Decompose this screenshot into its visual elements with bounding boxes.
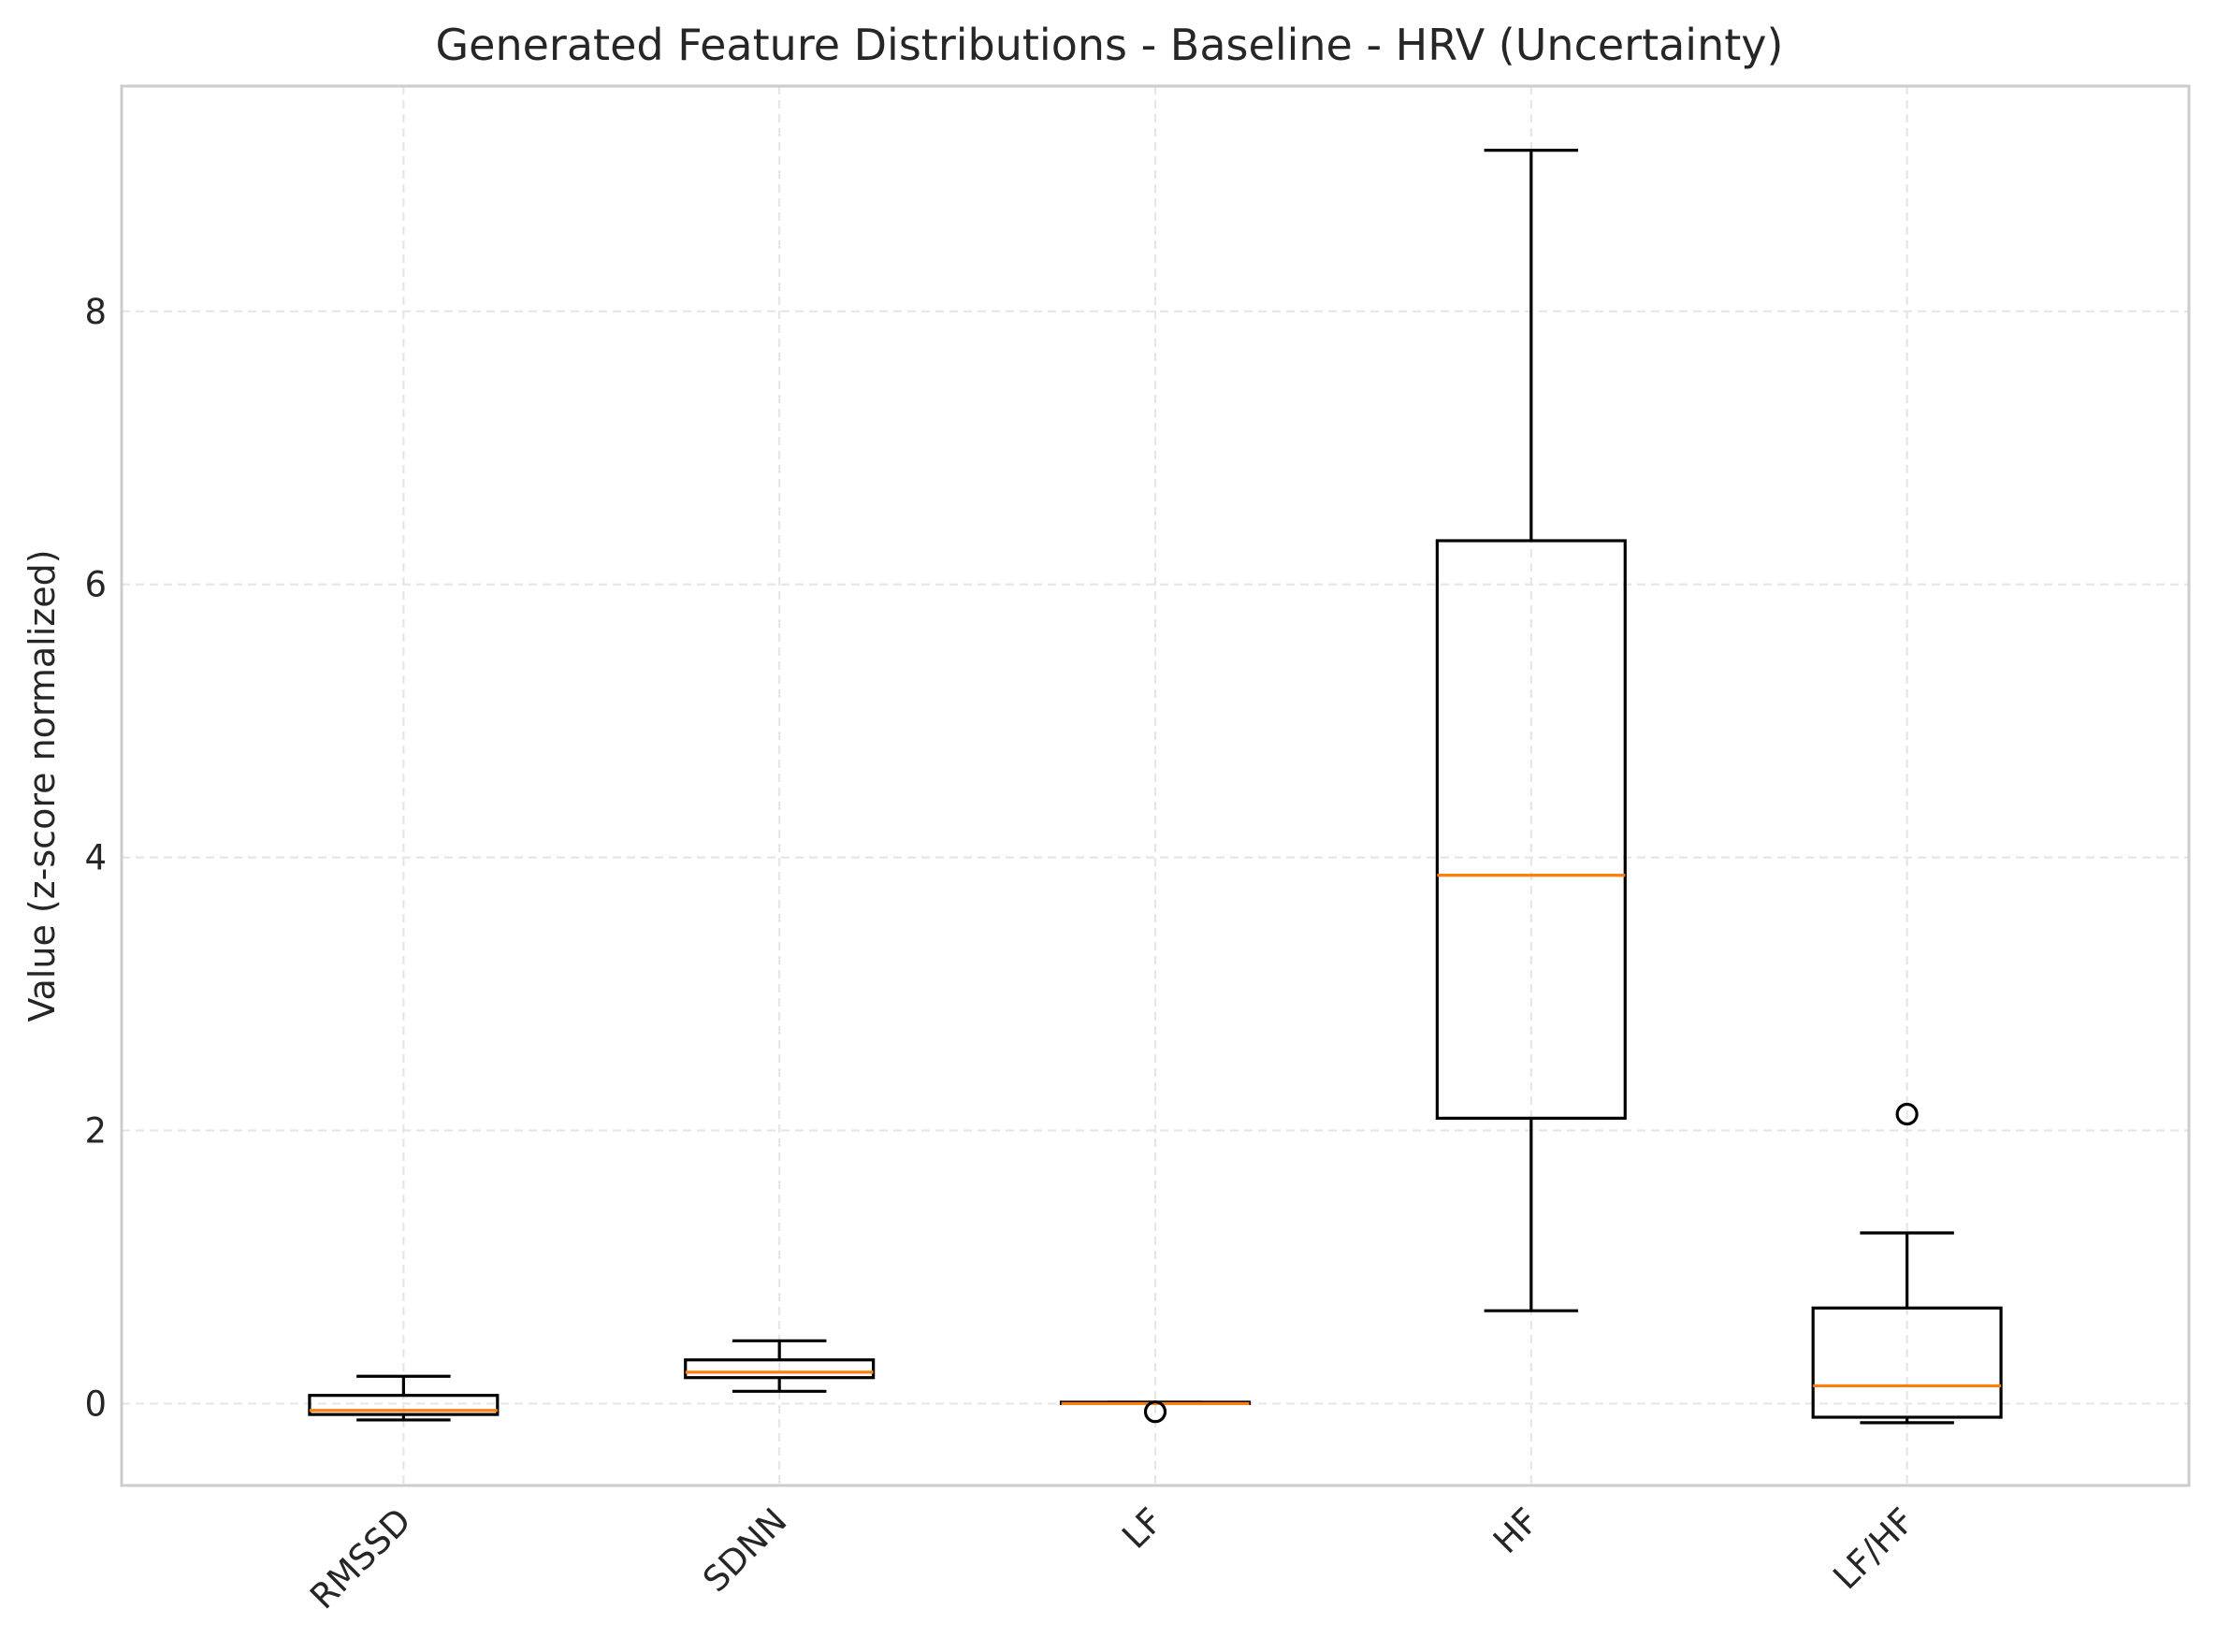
- box-iqr: [684, 1358, 876, 1380]
- outlier-point: [1895, 1102, 1919, 1126]
- box-rmssd: [308, 1374, 500, 1422]
- box-lf: [1059, 1400, 1252, 1424]
- box-lf-hf: [1811, 1102, 2003, 1425]
- x-tick-label: HF: [1485, 1500, 1546, 1561]
- plot-frame-rect: [120, 84, 2191, 1487]
- y-tick-label: 4: [84, 838, 107, 878]
- x-tick-label: RMSSD: [302, 1500, 419, 1617]
- x-axis-ticks: RMSSD SDNN LF HF LF/HF: [302, 1500, 1922, 1617]
- y-tick-label: 8: [84, 292, 107, 332]
- grid-lines: [122, 86, 2189, 1485]
- plot-frame: [120, 84, 2191, 1487]
- box-hf: [1435, 148, 1627, 1312]
- box-iqr: [1435, 539, 1627, 1120]
- box-sdnn: [684, 1339, 876, 1393]
- y-tick-label: 2: [84, 1111, 107, 1152]
- chart-title: Generated Feature Distributions - Baseli…: [436, 20, 1784, 70]
- box-iqr: [1811, 1306, 2003, 1419]
- x-tick-label: SDNN: [695, 1500, 794, 1600]
- y-axis-ticks: 0 2 4 6 8: [84, 292, 107, 1425]
- x-tick-label: LF: [1114, 1500, 1170, 1557]
- outlier-point: [1143, 1400, 1167, 1424]
- y-tick-label: 6: [84, 565, 107, 605]
- x-tick-label: LF/HF: [1825, 1500, 1922, 1598]
- box-series: [308, 148, 2003, 1425]
- y-axis-label: Value (z-score normalized): [22, 549, 63, 1022]
- y-tick-label: 0: [84, 1384, 107, 1424]
- box-iqr: [308, 1394, 500, 1416]
